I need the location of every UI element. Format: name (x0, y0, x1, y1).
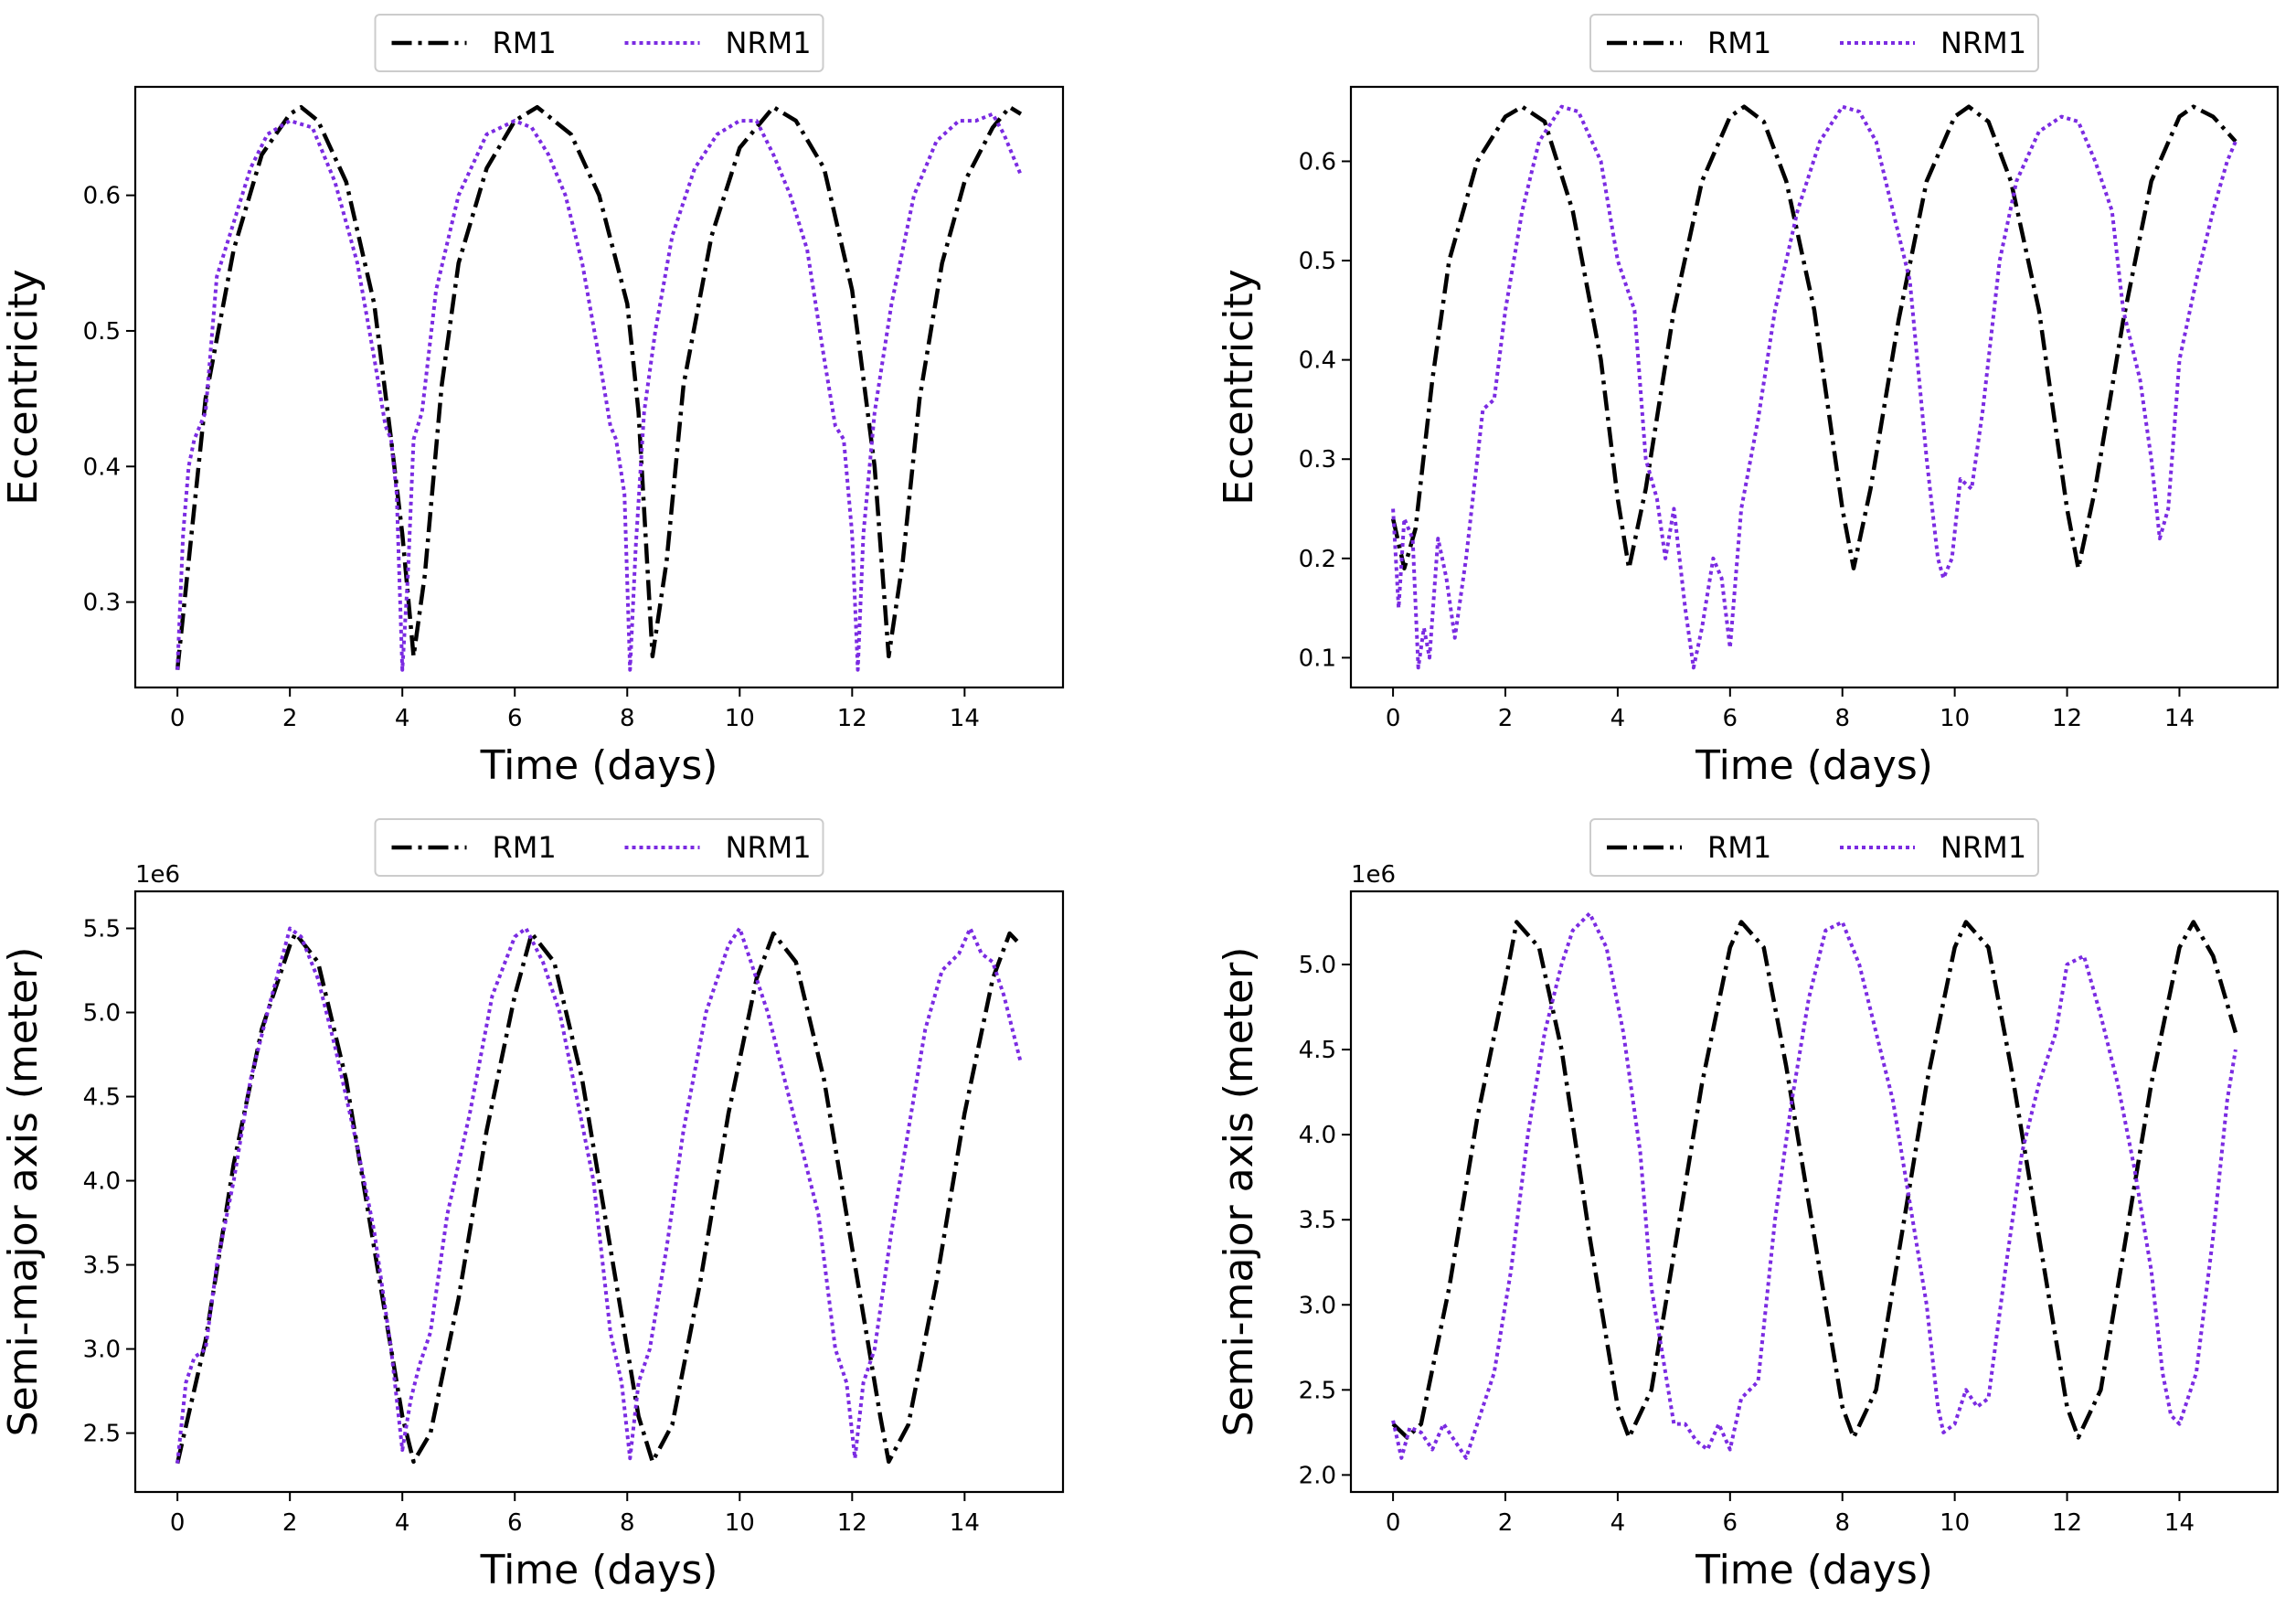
y-tick-label: 5.0 (1299, 952, 1336, 979)
series-line-rm1 (175, 104, 1023, 670)
x-tick-label: 14 (2164, 705, 2195, 732)
x-tick-label: 8 (620, 705, 635, 732)
y-tick-label: 2.0 (1299, 1462, 1336, 1489)
x-tick-label: 6 (1723, 1509, 1738, 1537)
y-tick-label: 0.4 (1299, 347, 1336, 375)
y-tick-label: 3.5 (83, 1252, 121, 1280)
legend: RM1 NRM1 (374, 14, 824, 72)
legend-label-rm1: RM1 (493, 26, 557, 60)
y-tick-label: 2.5 (1299, 1377, 1336, 1404)
x-tick-label: 4 (395, 1509, 410, 1537)
y-tick-label: 3.0 (1299, 1292, 1336, 1319)
y-tick-label: 0.1 (1299, 645, 1336, 672)
x-tick-label: 12 (837, 705, 867, 732)
legend-box (374, 14, 824, 72)
x-tick-label: 6 (507, 705, 523, 732)
plot-frame (1349, 890, 2280, 1494)
x-tick-label: 0 (170, 705, 186, 732)
legend: RM1 NRM1 (374, 818, 824, 877)
x-tick-label: 4 (1610, 705, 1626, 732)
legend: RM1 NRM1 (1589, 14, 2039, 72)
y-axis-label: Semi-major axis (meter) (1216, 947, 1262, 1437)
chart-panel-bottom-left: 0 2 4 6 8 10 12 14 2.5 3.0 3.5 4.0 4.5 5.0 5.5 Time (da… (0, 818, 1065, 1593)
x-tick-label: 12 (2052, 1509, 2082, 1537)
y-tick-label: 3.5 (1299, 1207, 1336, 1234)
series-line-nrm1 (175, 926, 1023, 1464)
x-tick-label: 10 (725, 705, 755, 732)
y-tick-label: 4.5 (83, 1084, 121, 1112)
x-tick-label: 12 (837, 1509, 867, 1537)
y-tick-label: 3.0 (83, 1337, 121, 1364)
series-line-rm1 (1390, 104, 2238, 570)
x-tick-label: 0 (1386, 1509, 1401, 1537)
chart-panel-top-right: 0 2 4 6 8 10 12 14 0.1 0.2 0.3 0.4 0.5 0.6 Time (days)… (1216, 14, 2280, 789)
x-tick-label: 6 (507, 1509, 523, 1537)
legend-label-rm1: RM1 (493, 830, 557, 865)
y-tick-label: 4.5 (1299, 1037, 1336, 1064)
y-tick-label: 4.0 (83, 1168, 121, 1196)
x-tick-label: 6 (1723, 705, 1738, 732)
y-tick-label: 0.6 (1299, 148, 1336, 176)
plot-frame (1349, 85, 2280, 689)
legend-label-nrm1: NRM1 (1940, 26, 2026, 60)
legend-label-nrm1: NRM1 (726, 26, 812, 60)
series-line-nrm1 (1391, 104, 2238, 670)
y-tick-label: 0.5 (83, 318, 121, 346)
y-tick-label: 0.3 (83, 590, 121, 617)
x-tick-label: 10 (725, 1509, 755, 1537)
y-tick-label: 0.2 (1299, 546, 1336, 573)
legend-label-nrm1: NRM1 (726, 830, 812, 865)
y-tick-label: 2.5 (83, 1421, 121, 1448)
x-tick-label: 0 (170, 1509, 186, 1537)
x-tick-label: 4 (1610, 1509, 1626, 1537)
plot-frame (133, 890, 1065, 1494)
y-axis-label: Semi-major axis (meter) (0, 947, 47, 1437)
legend-label-nrm1: NRM1 (1940, 830, 2026, 865)
y-tick-label: 5.5 (83, 915, 121, 943)
axis-offset-label: 1e6 (135, 861, 180, 889)
x-tick-label: 2 (282, 1509, 298, 1537)
x-tick-label: 8 (1834, 1509, 1850, 1537)
legend-label-rm1: RM1 (1707, 26, 1771, 60)
legend: RM1 NRM1 (1589, 818, 2039, 877)
chart-panel-bottom-right: 0 2 4 6 8 10 12 14 2.0 2.5 3.0 3.5 4.0 4.5 5.0 Time (da… (1216, 818, 2280, 1593)
series-line-rm1 (175, 931, 1023, 1465)
legend-label-rm1: RM1 (1707, 830, 1771, 865)
x-axis-label: Time (days) (480, 742, 718, 789)
x-tick-label: 0 (1386, 705, 1401, 732)
x-tick-label: 8 (620, 1509, 635, 1537)
x-tick-label: 10 (1940, 705, 1970, 732)
x-tick-label: 2 (1498, 705, 1514, 732)
legend-box (1589, 818, 2039, 877)
x-tick-label: 2 (1498, 1509, 1514, 1537)
x-axis-label: Time (days) (1695, 1547, 1933, 1593)
x-tick-label: 12 (2052, 705, 2082, 732)
x-tick-label: 2 (282, 705, 298, 732)
series-line-rm1 (1391, 920, 2238, 1440)
chart-panel-top-left: 0 2 4 6 8 10 12 14 0.3 0.4 0.5 0.6 Time (days) Eccent… (0, 14, 1065, 789)
y-axis-label: Eccentricity (0, 269, 47, 505)
legend-box (374, 818, 824, 877)
y-tick-label: 0.4 (83, 453, 121, 481)
x-axis-label: Time (days) (1695, 742, 1933, 789)
x-tick-label: 14 (950, 1509, 980, 1537)
y-tick-label: 0.6 (83, 183, 121, 210)
plot-frame (133, 85, 1065, 689)
x-tick-label: 4 (395, 705, 410, 732)
x-tick-label: 8 (1834, 705, 1850, 732)
y-tick-label: 0.5 (1299, 248, 1336, 275)
legend-box (1589, 14, 2039, 72)
x-tick-label: 14 (2164, 1509, 2195, 1537)
y-axis-label: Eccentricity (1216, 269, 1262, 505)
axis-offset-label: 1e6 (1351, 861, 1396, 889)
y-tick-label: 0.3 (1299, 446, 1336, 474)
y-tick-label: 5.0 (83, 1000, 121, 1028)
x-tick-label: 14 (950, 705, 980, 732)
x-axis-label: Time (days) (480, 1547, 718, 1593)
y-tick-label: 4.0 (1299, 1122, 1336, 1149)
x-tick-label: 10 (1940, 1509, 1970, 1537)
